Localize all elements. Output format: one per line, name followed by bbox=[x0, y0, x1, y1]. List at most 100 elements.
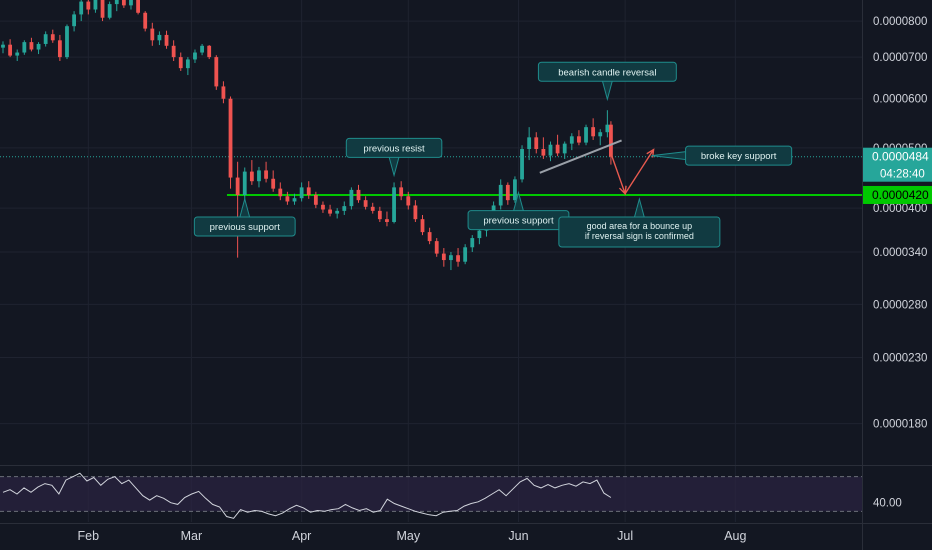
price-label-support: 0.0000420 bbox=[863, 185, 932, 204]
annotation-text: if reversal sign is confirmed bbox=[585, 231, 694, 241]
projection-arrowhead-up bbox=[646, 148, 655, 158]
candle bbox=[370, 202, 375, 214]
candle bbox=[406, 191, 411, 210]
annotation-text: good area for a bounce up bbox=[587, 221, 693, 231]
candle-body bbox=[463, 247, 468, 262]
countdown-label: 04:28:40 bbox=[880, 169, 925, 181]
rsi-panel bbox=[0, 472, 862, 519]
candle-body bbox=[221, 86, 226, 99]
candle bbox=[527, 127, 532, 161]
candle-body bbox=[242, 171, 247, 195]
candle-body bbox=[377, 210, 382, 220]
candle bbox=[306, 181, 311, 199]
candle-body bbox=[114, 0, 119, 5]
candle bbox=[164, 30, 169, 49]
candle-body bbox=[562, 143, 567, 154]
candle-body bbox=[1, 44, 5, 48]
candle bbox=[569, 133, 574, 151]
candle bbox=[193, 49, 197, 63]
candle bbox=[129, 0, 133, 10]
rsi-line bbox=[2, 472, 612, 519]
candle bbox=[107, 1, 112, 20]
price-label-bg bbox=[863, 147, 932, 182]
candle bbox=[477, 227, 482, 245]
candle bbox=[15, 49, 20, 62]
time-tick-label: Jul bbox=[617, 529, 633, 543]
candle-body bbox=[513, 179, 517, 201]
candle bbox=[335, 208, 340, 219]
candle bbox=[278, 182, 283, 201]
candle-body bbox=[200, 45, 204, 53]
candle-body bbox=[235, 177, 240, 195]
candle-body bbox=[107, 4, 112, 18]
price-tick-label: 0.0000280 bbox=[873, 299, 927, 311]
candle-body bbox=[164, 34, 169, 46]
candle-body bbox=[214, 57, 219, 87]
candle-body bbox=[57, 40, 62, 58]
candle-body bbox=[249, 171, 254, 182]
candle bbox=[441, 248, 446, 267]
candle bbox=[22, 40, 27, 55]
candle-body bbox=[29, 42, 34, 50]
candle-body bbox=[299, 187, 304, 199]
candle bbox=[584, 124, 588, 146]
annotation-broke-key-support: broke key support bbox=[651, 145, 793, 166]
candle-body bbox=[605, 124, 610, 133]
candle-body bbox=[178, 57, 183, 69]
candle-body bbox=[335, 210, 340, 214]
candle-body bbox=[157, 34, 162, 41]
candle-body bbox=[15, 52, 20, 56]
candle bbox=[285, 191, 290, 205]
horizontal-lines bbox=[0, 156, 862, 196]
price-tick-label: 0.0000600 bbox=[873, 94, 927, 106]
candle-body bbox=[328, 209, 332, 214]
candle bbox=[114, 0, 119, 12]
candle-body bbox=[609, 124, 613, 157]
candle bbox=[562, 141, 567, 159]
annotation-box bbox=[558, 216, 721, 248]
candle-body bbox=[93, 0, 98, 10]
candle-body bbox=[285, 196, 290, 202]
candle bbox=[65, 24, 69, 60]
candle-body bbox=[143, 12, 148, 29]
annotation-previous-support-2: previous support bbox=[467, 190, 570, 231]
candle bbox=[548, 141, 553, 162]
candle-body bbox=[228, 98, 233, 178]
candle bbox=[86, 0, 91, 15]
candle bbox=[257, 166, 261, 188]
price-tick-label: 0.0000700 bbox=[873, 52, 927, 64]
time-tick-label: May bbox=[396, 529, 420, 543]
candle bbox=[72, 11, 77, 32]
candle-body bbox=[477, 230, 482, 239]
candle bbox=[143, 11, 148, 32]
candle bbox=[363, 196, 368, 210]
candle bbox=[100, 0, 105, 22]
candle-body bbox=[129, 0, 133, 6]
candle-body bbox=[520, 149, 524, 180]
candle bbox=[43, 31, 48, 47]
candle-body bbox=[193, 52, 197, 60]
candle bbox=[399, 181, 404, 201]
candle bbox=[392, 182, 396, 224]
price-tick-label: 0.0000800 bbox=[873, 16, 927, 28]
candle-body bbox=[385, 219, 389, 222]
candle bbox=[150, 22, 155, 46]
candle-body bbox=[548, 144, 553, 156]
candle bbox=[598, 129, 603, 146]
candle bbox=[420, 214, 425, 236]
rsi-value-label: 40.00 bbox=[873, 498, 902, 510]
candle bbox=[249, 160, 254, 185]
candle-body bbox=[555, 144, 560, 154]
candle-body bbox=[278, 188, 283, 197]
candle bbox=[609, 121, 613, 165]
candle bbox=[235, 161, 240, 258]
candle bbox=[121, 0, 126, 8]
candle-body bbox=[43, 34, 48, 44]
candle-body bbox=[72, 14, 77, 27]
time-tick-label: Apr bbox=[292, 529, 311, 543]
candle-body bbox=[100, 0, 105, 18]
candle-body bbox=[8, 44, 13, 56]
price-label-last: 0.0000484 04:28:40 bbox=[863, 147, 932, 182]
